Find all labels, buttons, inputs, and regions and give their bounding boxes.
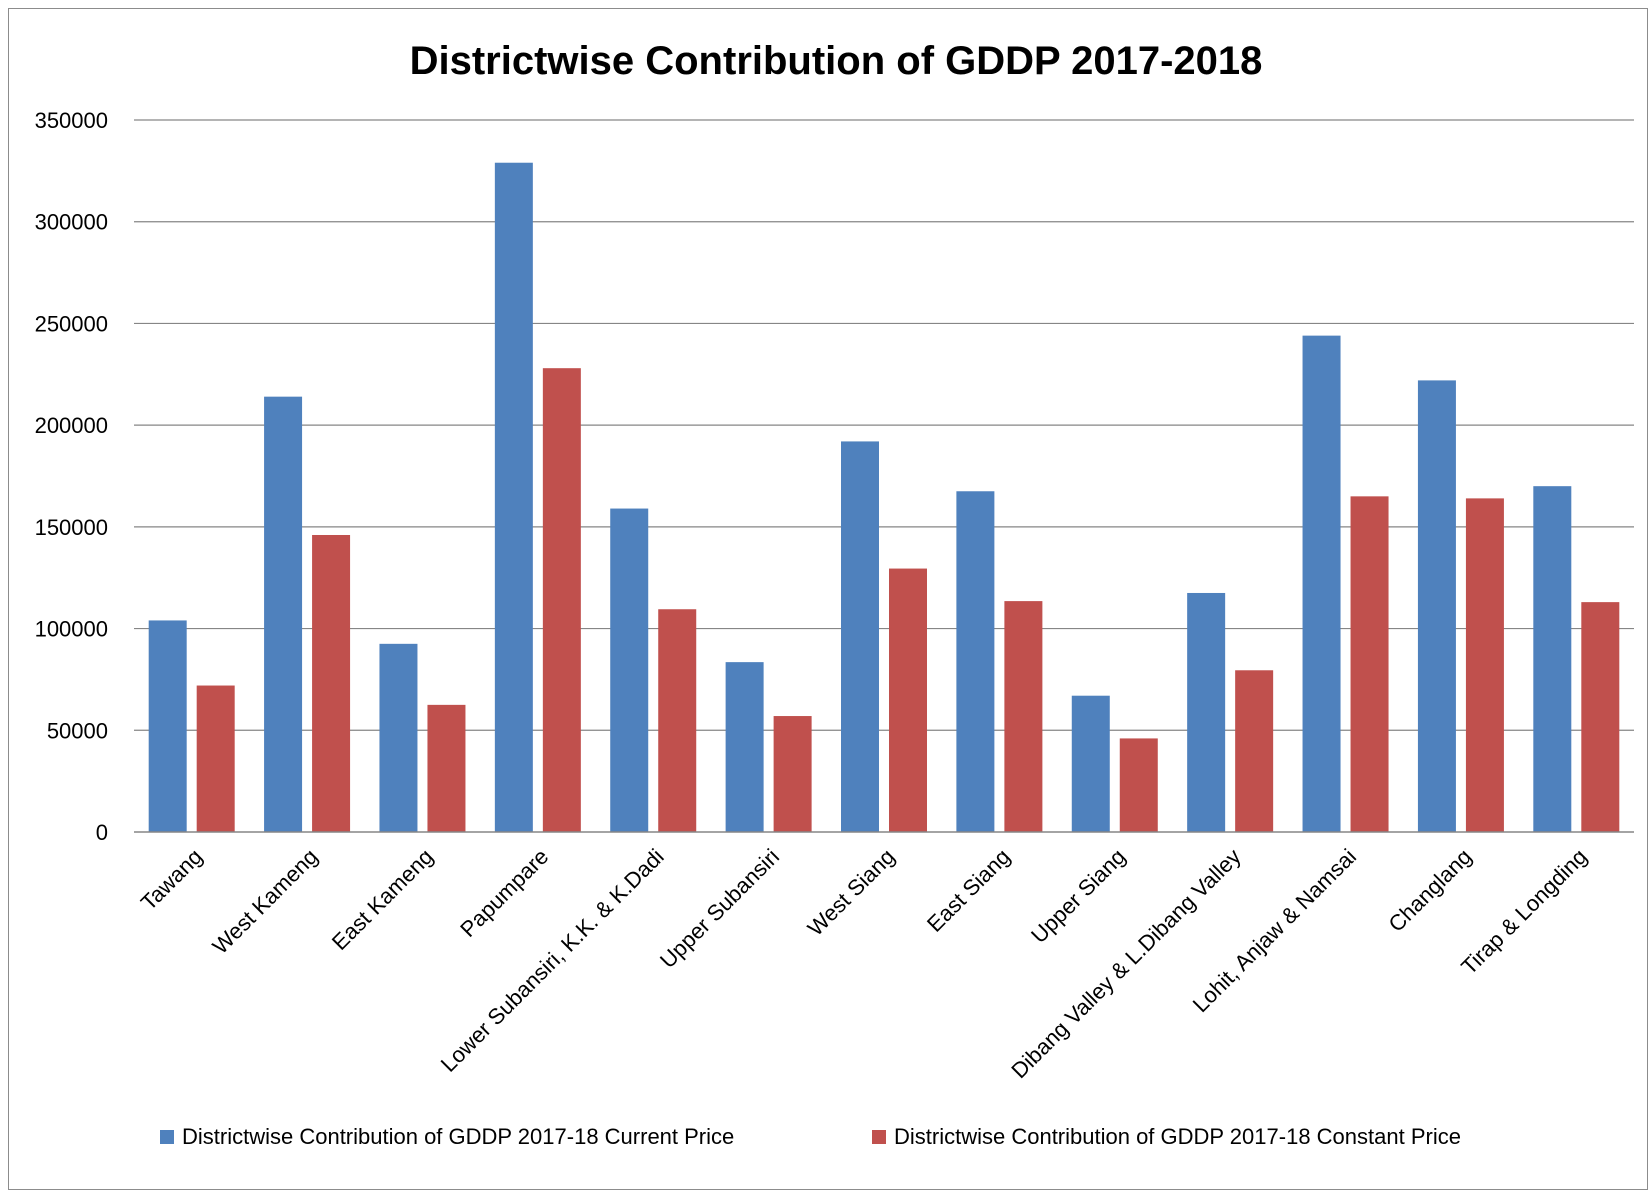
bar-current-price bbox=[1187, 592, 1226, 832]
legend-swatch bbox=[872, 1130, 886, 1144]
bar-constant-price bbox=[658, 609, 697, 832]
x-category-label: Tawang bbox=[136, 844, 207, 915]
bar-constant-price bbox=[312, 534, 351, 832]
bar-constant-price bbox=[542, 368, 581, 832]
bar-constant-price bbox=[1350, 496, 1389, 832]
bar-constant-price bbox=[1119, 738, 1158, 832]
gridlines bbox=[134, 119, 1634, 731]
bar-current-price bbox=[264, 396, 303, 832]
bar-constant-price bbox=[1581, 602, 1620, 832]
y-axis-ticks: 0 50000 100000 150000 200000 250000 300000 3500… bbox=[35, 108, 108, 845]
x-category-label: Papumpare bbox=[455, 844, 553, 942]
x-category-label: East Siang bbox=[922, 844, 1015, 937]
legend-swatch bbox=[160, 1130, 174, 1144]
y-tick-label: 0 bbox=[96, 820, 108, 845]
bar-current-price bbox=[1071, 695, 1110, 832]
x-category-label: West Kameng bbox=[208, 844, 323, 959]
bar-current-price bbox=[1417, 380, 1456, 832]
bar-current-price bbox=[1533, 486, 1572, 832]
bar-current-price bbox=[379, 643, 418, 832]
x-category-label: Lower Subansiri, K.K. & K.Dadi bbox=[436, 844, 669, 1077]
y-tick-label: 200000 bbox=[35, 413, 108, 438]
x-category-label: West Siang bbox=[803, 844, 900, 941]
legend: Districtwise Contribution of GDDP 2017-1… bbox=[160, 1124, 1461, 1149]
y-tick-label: 50000 bbox=[47, 718, 108, 743]
x-category-label: Tirap & Longding bbox=[1456, 844, 1592, 980]
x-category-label: Changlang bbox=[1384, 844, 1477, 937]
bar-constant-price bbox=[427, 704, 466, 832]
bar-constant-price bbox=[1004, 601, 1043, 832]
bar-current-price bbox=[610, 508, 649, 832]
x-category-label: Upper Siang bbox=[1026, 844, 1130, 948]
bar-current-price bbox=[1302, 335, 1341, 832]
y-tick-label: 150000 bbox=[35, 515, 108, 540]
bar-current-price bbox=[148, 620, 187, 832]
x-category-label: Dibang Valley & L.Dibang Valley bbox=[1006, 844, 1245, 1083]
x-axis-category-labels: Tawang West Kameng East Kameng PapumpareLow… bbox=[136, 844, 1592, 1083]
bar-current-price bbox=[494, 162, 533, 833]
legend-label: Districtwise Contribution of GDDP 2017-1… bbox=[182, 1124, 734, 1149]
x-category-label: East Kameng bbox=[327, 844, 438, 955]
bar-constant-price bbox=[889, 568, 927, 832]
x-category-label: Upper Subansiri bbox=[655, 844, 784, 973]
bar-constant-price bbox=[196, 685, 235, 832]
y-tick-label: 300000 bbox=[35, 210, 108, 235]
y-tick-label: 350000 bbox=[35, 108, 108, 133]
y-tick-label: 100000 bbox=[35, 617, 108, 642]
bar-current-price bbox=[725, 662, 764, 832]
bar-current-price bbox=[841, 441, 879, 832]
legend-label: Districtwise Contribution of GDDP 2017-1… bbox=[894, 1124, 1461, 1149]
bar-constant-price bbox=[773, 716, 812, 832]
bar-constant-price bbox=[1465, 498, 1504, 832]
bar-current-price bbox=[956, 491, 995, 832]
bars bbox=[148, 162, 1620, 833]
bar-constant-price bbox=[1235, 670, 1274, 832]
chart-title: Districtwise Contribution of GDDP 2017-2… bbox=[410, 39, 1263, 83]
y-tick-label: 250000 bbox=[35, 311, 108, 336]
